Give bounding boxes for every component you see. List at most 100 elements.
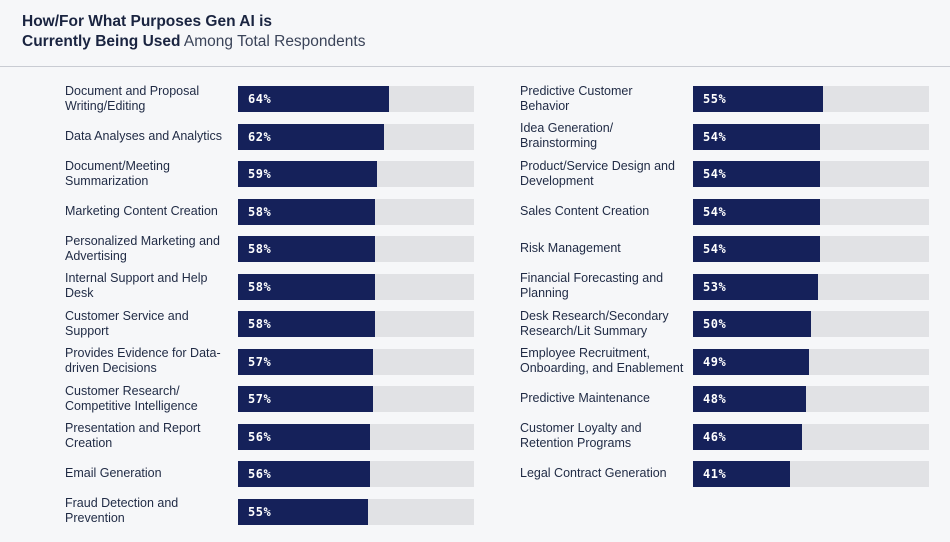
bar-row: Marketing Content Creation 58%: [65, 193, 485, 231]
category-label: Financial Forecasting and Planning: [520, 271, 664, 301]
bar-track: 58%: [238, 198, 474, 225]
data-label: 64%: [248, 92, 272, 106]
title-line-1: How/For What Purposes Gen AI is: [22, 13, 273, 30]
bar: [238, 198, 375, 225]
header-divider: [0, 66, 950, 67]
category-label: Product/Service Design and Development: [520, 158, 675, 188]
bar-row: Document/Meeting Summarization 59%: [65, 155, 485, 193]
data-label: 54%: [703, 129, 727, 144]
data-label: 58%: [248, 204, 272, 219]
bar-track: 54%: [693, 123, 929, 150]
category-label: Email Generation: [65, 466, 162, 481]
bar: [693, 198, 821, 225]
data-label: 55%: [248, 504, 272, 519]
bar-track: 57%: [238, 386, 474, 412]
data-label: 54%: [703, 204, 727, 219]
data-label: 54%: [703, 242, 727, 256]
category-label: Legal Contract Generation: [520, 466, 667, 481]
bar: [693, 273, 819, 300]
category-label: Customer Research/ Competitive Intellige…: [65, 383, 198, 413]
bar-row: Financial Forecasting and Planning 53%: [520, 268, 940, 306]
title-line-2: Currently Being Used Among Total Respond…: [22, 32, 365, 52]
bar: [238, 498, 368, 525]
category-label: Idea Generation/ Brainstorming: [520, 121, 614, 151]
data-label: 59%: [248, 167, 272, 181]
bar-row: Presentation and Report Creation 56%: [65, 418, 485, 456]
bar-track: 46%: [693, 423, 929, 450]
bar: [238, 461, 371, 487]
category-label: Provides Evidence for Data-driven Decisi…: [65, 346, 221, 376]
data-label: 41%: [703, 467, 727, 481]
bar-row: Idea Generation/ Brainstorming 54%: [520, 118, 940, 156]
category-label: Predictive Maintenance: [520, 391, 650, 406]
bar: [693, 236, 821, 262]
data-label: 58%: [248, 242, 272, 256]
data-label: 49%: [703, 354, 727, 369]
data-label: 57%: [248, 392, 272, 406]
bar-track: 50%: [693, 311, 929, 337]
chart-title: How/For What Purposes Gen AI is Currentl…: [22, 12, 365, 52]
category-label: Presentation and Report Creation: [65, 421, 201, 451]
bar-row: Sales Content Creation 54%: [520, 193, 940, 231]
bar-row: Predictive Maintenance 48%: [520, 380, 940, 418]
bar-track: 48%: [693, 386, 929, 412]
bar: [693, 386, 807, 412]
bar: [238, 348, 373, 375]
bar-track: 58%: [238, 273, 474, 300]
bar: [238, 311, 375, 337]
bar-row: Risk Management 54%: [520, 230, 940, 268]
bar-track: 56%: [238, 423, 474, 450]
bar-row: Customer Service and Support 58%: [65, 305, 485, 343]
category-label: Employee Recruitment, Onboarding, and En…: [520, 346, 684, 376]
bar: [238, 273, 375, 300]
title-emphasis: Currently Being Used: [22, 33, 181, 50]
bar-track: 57%: [238, 348, 474, 375]
bar-track: 49%: [693, 348, 929, 375]
bar-row: Customer Research/ Competitive Intellige…: [65, 380, 485, 418]
bar: [238, 123, 385, 150]
data-label: 56%: [248, 429, 272, 444]
bar-track: 64%: [238, 86, 474, 112]
bar-track: 41%: [693, 461, 929, 487]
bar-track: 58%: [238, 311, 474, 337]
data-label: 50%: [703, 317, 727, 331]
bar-row: Employee Recruitment, Onboarding, and En…: [520, 343, 940, 381]
data-label: 54%: [703, 167, 727, 181]
data-label: 53%: [703, 279, 727, 294]
bar-track: 56%: [238, 461, 474, 487]
category-label: Marketing Content Creation: [65, 203, 218, 218]
bar: [693, 311, 811, 337]
bar-track: 58%: [238, 236, 474, 262]
bar-track: 53%: [693, 273, 929, 300]
bar-track: 55%: [693, 86, 929, 112]
bar-track: 54%: [693, 198, 929, 225]
bar-row: Customer Loyalty and Retention Programs 4…: [520, 418, 940, 456]
right-bar-chart: Predictive Customer Behavior 55% Idea Gene…: [520, 80, 940, 493]
bar-row: Fraud Detection and Prevention 55%: [65, 493, 485, 531]
category-label: Document and Proposal Writing/Editing: [65, 83, 200, 113]
bar: [238, 386, 373, 412]
category-label: Customer Loyalty and Retention Programs: [520, 421, 642, 451]
category-label: Sales Content Creation: [520, 203, 650, 218]
data-label: 56%: [248, 467, 272, 481]
category-label: Risk Management: [520, 241, 621, 256]
bar-row: Legal Contract Generation 41%: [520, 455, 940, 493]
category-label: Predictive Customer Behavior: [520, 83, 633, 113]
data-label: 62%: [248, 129, 272, 144]
bar-track: 54%: [693, 236, 929, 262]
bar-track: 59%: [238, 161, 474, 187]
bar: [693, 86, 823, 112]
bar-row: Desk Research/Secondary Research/Lit Sum…: [520, 305, 940, 343]
category-label: Personalized Marketing and Advertising: [65, 233, 220, 263]
bar-track: 54%: [693, 161, 929, 187]
data-label: 57%: [248, 354, 272, 369]
category-label: Desk Research/Secondary Research/Lit Sum…: [520, 308, 669, 338]
data-label: 46%: [703, 429, 727, 444]
bar-row: Email Generation 56%: [65, 455, 485, 493]
bar: [238, 86, 390, 112]
data-label: 58%: [248, 279, 272, 294]
bar-row: Provides Evidence for Data-driven Decisi…: [65, 343, 485, 381]
category-label: Data Analyses and Analytics: [65, 128, 223, 143]
data-label: 48%: [703, 392, 727, 406]
data-label: 58%: [248, 317, 272, 331]
